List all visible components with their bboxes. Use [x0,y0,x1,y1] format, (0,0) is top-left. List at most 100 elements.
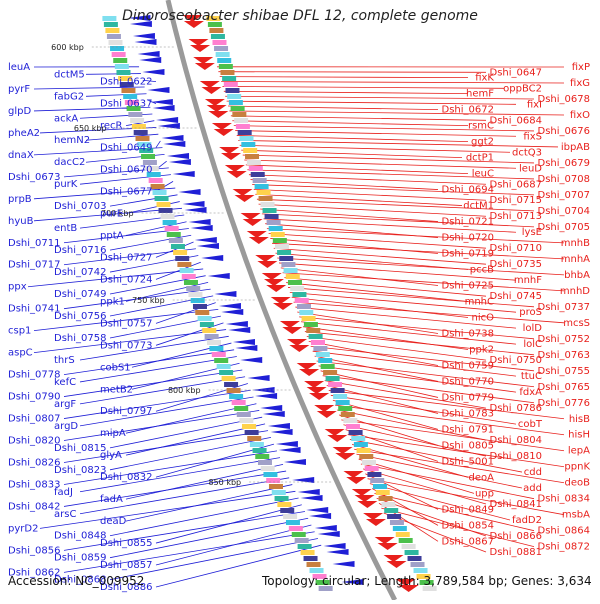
cog-category-block [286,520,300,525]
gene-label: ppk2 [469,344,494,355]
gene-label: Dshi_0833 [8,479,60,490]
cog-category-block [277,250,291,255]
minus-strand-gene-arrow [248,375,270,381]
topology-text: Topology: circular; Length: 3,789,584 bp… [262,574,592,588]
minus-strand-gene-arrow [163,141,185,147]
cog-category-block [281,262,295,267]
plus-strand-gene-arrow [282,327,302,334]
cog-category-block [249,166,263,171]
minus-strand-gene-arrow [156,117,178,123]
gene-label: msbA [562,510,590,521]
gene-label: Dshi_0783 [442,408,494,419]
cog-category-block [224,82,238,87]
cog-category-block [193,304,207,309]
plus-strand-gene-arrow [363,513,383,520]
minus-strand-gene-arrow [214,291,236,297]
cog-category-block [216,52,230,57]
cog-category-block [115,64,129,69]
gene-leader-line [270,238,438,253]
minus-strand-gene-arrow [221,309,243,315]
minus-strand-gene-arrow [139,57,161,63]
cog-category-block [297,304,311,309]
plus-strand-gene-arrow [200,81,220,88]
gene-label: Dshi_0756 [54,311,106,322]
cog-category-block [232,112,246,117]
plus-strand-gene-arrow [188,39,208,46]
cog-category-block [405,550,419,555]
gene-label: fixI [527,99,542,110]
gene-label: Dshi_0724 [100,274,152,285]
gene-label: dctM5 [54,69,85,80]
gene-label: argF [54,399,76,410]
gene-label: pccB [470,265,494,276]
plus-strand-gene-arrow [225,165,245,172]
gene-label: leuD [519,163,542,174]
gene-label: fixS [523,131,542,142]
cog-category-block [151,184,165,189]
cog-category-block [271,232,285,237]
cog-category-block [134,130,148,135]
minus-strand-gene-arrow [268,423,290,429]
cog-category-block [399,538,413,543]
gene-label: Dshi_0815 [54,443,106,454]
cog-category-block [379,496,393,501]
gene-label: ppx [8,282,27,293]
cog-category-block [265,214,279,219]
cog-category-block [323,370,337,375]
cog-category-block [136,136,150,141]
gene-label: ibpAB [561,142,590,153]
gene-label: Dshi_0778 [8,370,60,381]
cog-category-block [205,334,219,339]
gene-label: mcsS [563,318,590,329]
cog-category-block [234,406,248,411]
cog-category-block [188,292,202,297]
gene-label: fixP [572,62,590,73]
gene-label: Dshi_0810 [490,451,542,462]
gene-label: cobT [518,419,543,430]
gene-label: dnaX [8,150,34,161]
gene-label: Dshi_0716 [54,245,106,256]
cog-category-block [227,94,241,99]
cog-category-block [311,340,325,345]
gene-leader-line [267,229,564,243]
gene-label: Dshi_0849 [442,504,494,515]
cog-category-block [107,34,121,39]
gene-leader-line [241,150,462,157]
gene-label: Dshi_0797 [100,406,152,417]
gene-label: Dshi_0678 [538,94,590,105]
gene-label: Dshi_0647 [490,67,542,78]
gene-label: Dshi_0859 [54,553,106,564]
cog-category-block [298,544,312,549]
minus-strand-gene-arrow [309,513,331,519]
cog-category-block [343,418,357,423]
gene-label: metB2 [100,384,133,395]
gene-label: Dshi_0719 [442,249,494,260]
gene-label: fixG [570,78,590,89]
cog-category-block [219,370,233,375]
gene-label: deoB [565,478,591,489]
plus-strand-gene-arrow [327,435,347,442]
gene-label: argD [54,421,78,432]
plus-strand-gene-arrow [195,63,215,70]
gene-label: Dshi_0742 [54,267,106,278]
cog-category-block [307,562,321,567]
gene-label: Dshi_0717 [8,260,60,271]
plus-strand-gene-arrow [384,555,404,562]
gene-label: Dshi_0872 [538,542,590,553]
gene-label: Dshi_0707 [538,190,590,201]
gene-label: kefC [54,377,76,388]
plus-strand-gene-arrow [355,495,375,502]
gene-label: Dshi_0757 [100,318,152,329]
plus-strand-gene-arrow [257,261,277,268]
cog-category-block [351,436,365,441]
plus-strand-gene-arrow [193,57,213,64]
cog-category-block [336,400,350,405]
plus-strand-gene-arrow [247,231,267,238]
cog-category-block [184,280,198,285]
cog-category-block [250,442,264,447]
gene-label: Dshi_0841 [490,499,542,510]
plus-strand-gene-arrow [241,213,261,220]
cog-category-block [289,526,303,531]
gene-label: fadJ [54,487,73,498]
cog-category-block [267,220,281,225]
